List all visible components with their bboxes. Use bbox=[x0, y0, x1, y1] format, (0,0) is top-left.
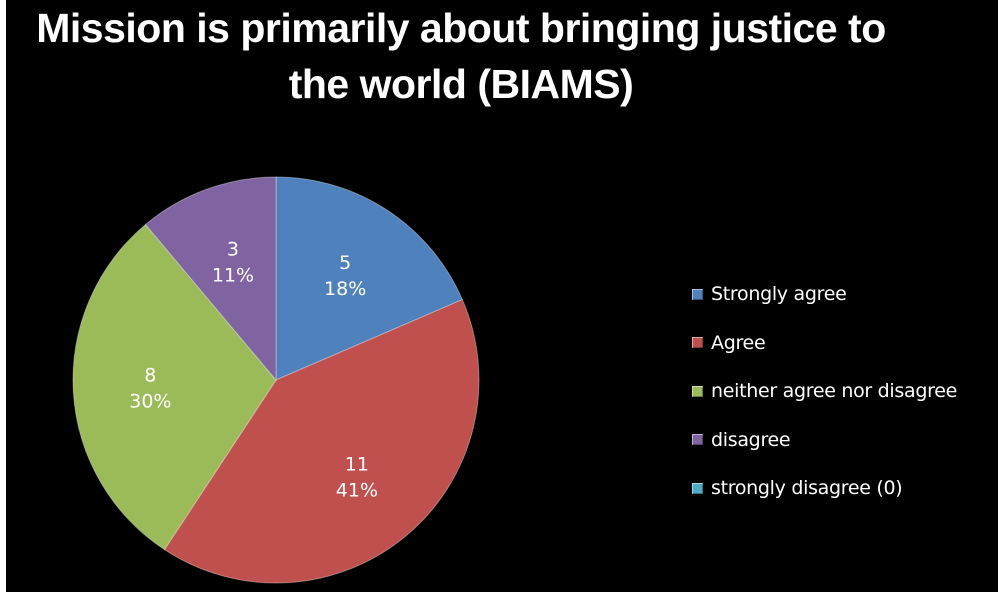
legend-swatch-strongly-disagree bbox=[692, 482, 703, 494]
chart-title: Mission is primarily about bringing just… bbox=[6, 0, 916, 112]
legend-item-strongly-disagree: strongly disagree (0) bbox=[692, 464, 998, 513]
legend-swatch-strongly-agree bbox=[692, 288, 703, 300]
legend-item-agree: Agree bbox=[692, 319, 998, 368]
chart-title-line-1: Mission is primarily about bringing just… bbox=[36, 5, 886, 51]
legend-label-agree: Agree bbox=[711, 331, 766, 354]
legend-swatch-agree bbox=[692, 337, 703, 349]
legend-label-disagree: disagree bbox=[711, 428, 791, 451]
chart-title-line-2: the world (BIAMS) bbox=[288, 61, 634, 107]
legend-item-neither: neither agree nor disagree bbox=[692, 367, 998, 416]
pie-slice-agree bbox=[163, 298, 480, 584]
chart-slide: Mission is primarily about bringing just… bbox=[6, 0, 998, 592]
legend-item-disagree: disagree bbox=[692, 416, 998, 465]
pie-label-value-neither-agree-nor-disagree: 8 bbox=[144, 364, 156, 386]
pie-label-percent-disagree: 11% bbox=[212, 265, 254, 287]
legend-label-neither: neither agree nor disagree bbox=[711, 380, 957, 403]
pie-slice-neither-agree-nor-disagree bbox=[72, 223, 277, 551]
pie-label-neither-agree-nor-disagree: 8 30% bbox=[129, 364, 171, 412]
pie-label-value-strongly-agree: 5 bbox=[339, 252, 351, 274]
pie-label-value-disagree: 3 bbox=[227, 239, 239, 261]
legend-swatch-neither bbox=[692, 385, 703, 397]
chart-legend: Strongly agree Agree neither agree nor d… bbox=[692, 270, 998, 513]
pie-label-agree: 11 41% bbox=[336, 453, 378, 501]
pie-label-percent-agree: 41% bbox=[336, 479, 378, 501]
pie-label-strongly-agree: 5 18% bbox=[324, 252, 366, 300]
pie-chart: 5 18%11 41%8 30%3 11% bbox=[72, 176, 480, 584]
legend-label-strongly-agree: Strongly agree bbox=[711, 283, 847, 306]
legend-swatch-disagree bbox=[692, 434, 703, 446]
legend-label-strongly-disagree: strongly disagree (0) bbox=[711, 477, 903, 500]
pie-slice-disagree bbox=[144, 176, 277, 382]
legend-item-strongly-agree: Strongly agree bbox=[692, 270, 998, 319]
pie-label-percent-neither-agree-nor-disagree: 30% bbox=[129, 390, 171, 412]
pie-label-value-agree: 11 bbox=[345, 453, 369, 475]
pie-label-disagree: 3 11% bbox=[212, 239, 254, 287]
pie-label-percent-strongly-agree: 18% bbox=[324, 278, 366, 300]
pie-slice-strongly-agree bbox=[275, 176, 464, 381]
